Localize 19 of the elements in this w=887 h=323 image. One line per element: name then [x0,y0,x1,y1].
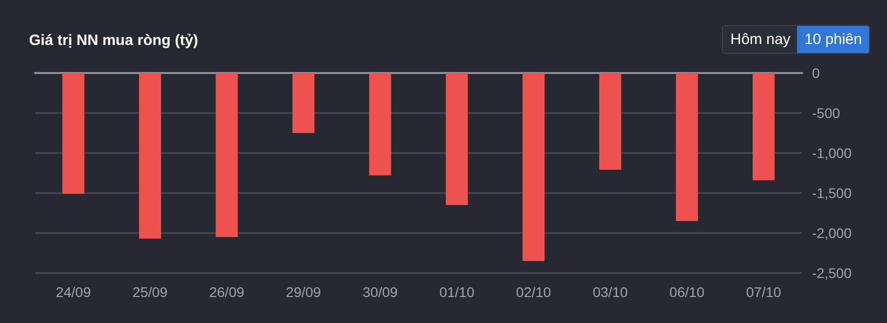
x-tick-label: 01/10 [439,284,475,300]
x-tick-label: 02/10 [516,284,552,300]
y-tick-label: -1,500 [812,185,852,201]
y-tick-label: 0 [812,65,820,81]
y-tick-label: -1,000 [812,145,852,161]
y-tick-label: -2,000 [812,225,852,241]
x-tick-label: 25/09 [132,284,168,300]
text: 10 phiên [797,26,869,53]
x-tick-label: 07/10 [746,284,782,300]
text: Hôm nay [723,26,798,53]
x-tick-label: 29/09 [286,284,322,300]
chart-title: Giá trị NN mua ròng (tỷ) [29,32,198,49]
x-tick-label: 26/09 [209,284,244,300]
y-tick-label: -500 [812,105,840,121]
x-tick-label: 03/10 [592,284,628,300]
x-tick-label: 06/10 [669,284,705,300]
y-tick-label: -2,500 [812,265,852,281]
x-tick-label: 30/09 [362,284,398,300]
x-tick-label: 24/09 [56,284,92,300]
